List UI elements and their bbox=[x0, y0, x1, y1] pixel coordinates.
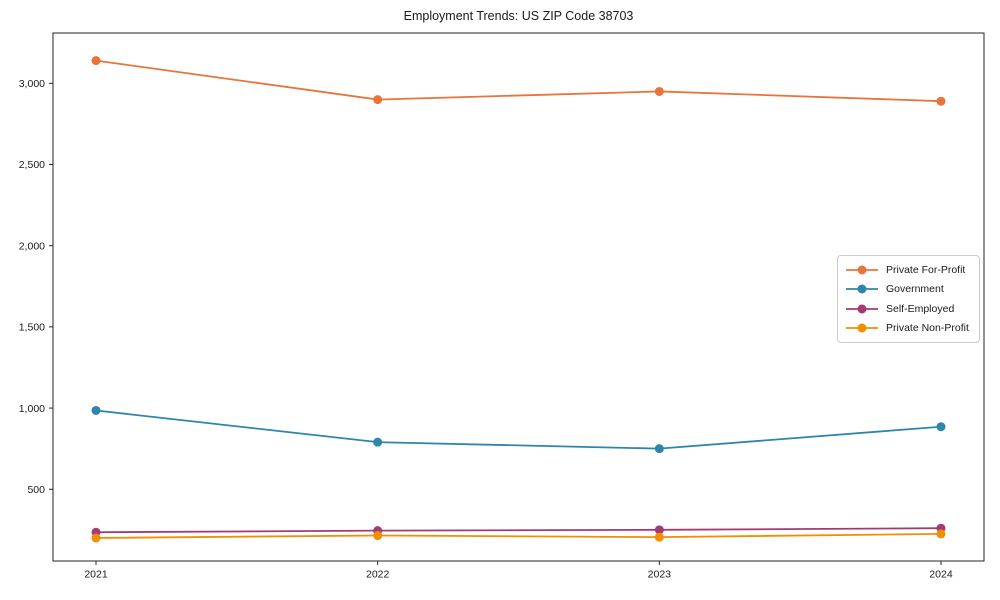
legend-label: Private For-Profit bbox=[886, 263, 966, 276]
legend-label: Government bbox=[886, 283, 944, 296]
series-line bbox=[96, 527, 941, 534]
data-point-marker bbox=[936, 422, 946, 432]
x-tick-label: 2021 bbox=[84, 569, 108, 581]
legend: Private For-Profit Government Self-Emplo… bbox=[837, 255, 980, 343]
legend-item: Government bbox=[845, 280, 972, 300]
y-tick-label: 2,500 bbox=[19, 159, 45, 171]
plot-border bbox=[52, 32, 985, 562]
series-line bbox=[96, 532, 941, 539]
data-point-marker bbox=[654, 532, 664, 542]
data-point-marker bbox=[936, 529, 946, 539]
x-tick-label: 2022 bbox=[366, 569, 390, 581]
legend-label: Self-Employed bbox=[886, 302, 955, 315]
data-point-marker bbox=[91, 56, 101, 66]
y-tick-label: 500 bbox=[27, 484, 45, 496]
x-tick-label: 2023 bbox=[648, 569, 672, 581]
series-line bbox=[95, 409, 942, 450]
legend-marker-icon bbox=[846, 323, 878, 333]
data-point-marker bbox=[373, 437, 383, 447]
series-line bbox=[95, 59, 942, 103]
x-tick-label: 2024 bbox=[929, 569, 953, 581]
legend-marker-icon bbox=[846, 265, 878, 275]
y-tick-label: 2,000 bbox=[19, 240, 45, 252]
legend-item: Private For-Profit bbox=[845, 260, 972, 280]
y-tick-label: 1,000 bbox=[19, 403, 45, 415]
data-point-marker bbox=[91, 405, 101, 415]
y-tick-label: 1,500 bbox=[19, 322, 45, 334]
legend-item: Private Non-Profit bbox=[845, 319, 972, 339]
legend-label: Private Non-Profit bbox=[886, 322, 969, 335]
data-point-marker bbox=[373, 531, 383, 541]
data-point-marker bbox=[373, 95, 383, 105]
legend-marker-icon bbox=[846, 284, 878, 294]
legend-item: Self-Employed bbox=[845, 299, 972, 319]
data-point-marker bbox=[654, 86, 664, 96]
data-point-marker bbox=[654, 444, 664, 454]
data-point-marker bbox=[91, 533, 101, 543]
data-point-marker bbox=[654, 525, 664, 535]
legend-marker-icon bbox=[846, 304, 878, 314]
data-point-marker bbox=[936, 96, 946, 106]
chart-title: Employment Trends: US ZIP Code 38703 bbox=[403, 9, 634, 23]
y-tick-label: 3,000 bbox=[19, 78, 45, 90]
